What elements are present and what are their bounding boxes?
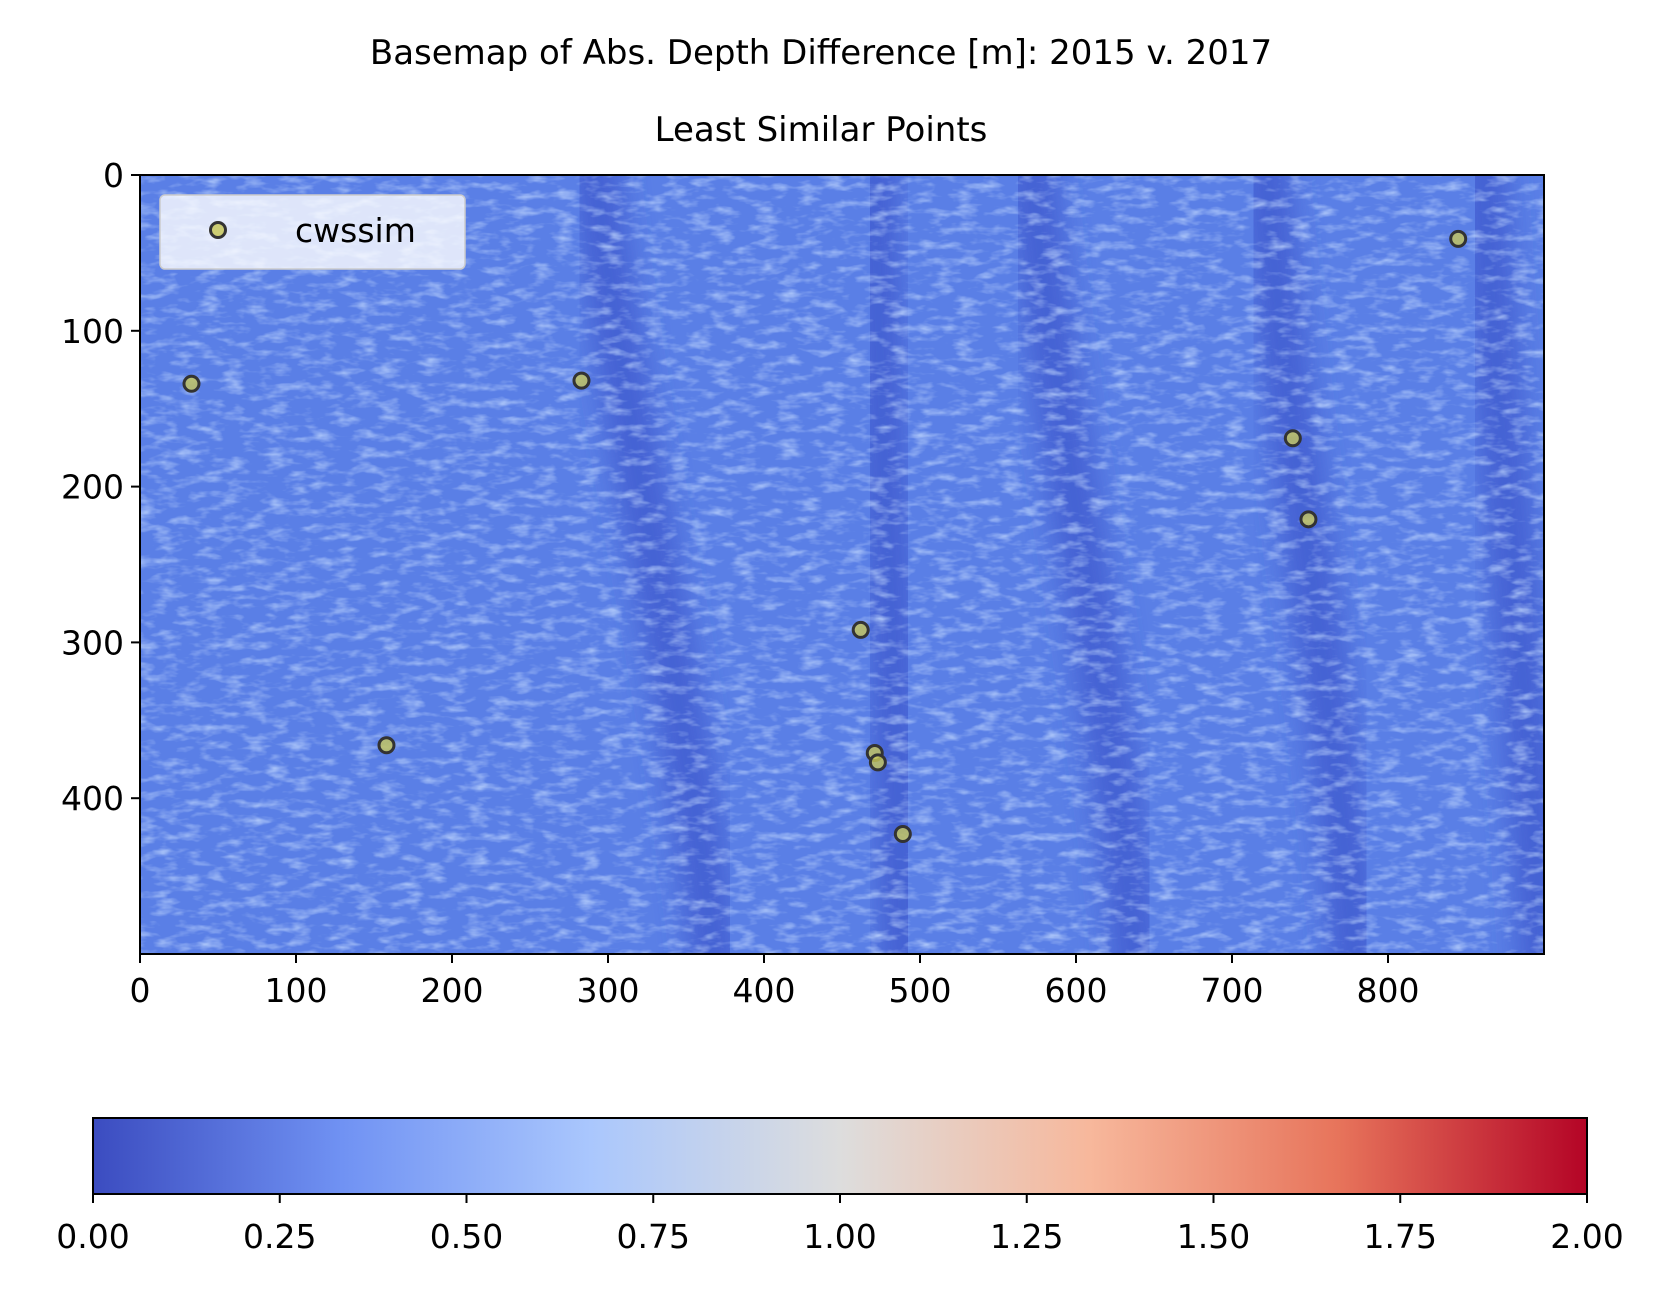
x-tick-label: 800 [1357, 971, 1420, 1010]
data-point-cwssim [851, 620, 870, 639]
colorbar-tick-label: 1.00 [803, 1217, 876, 1256]
data-point-cwssim [377, 736, 396, 755]
legend-label-cwssim: cwssim [295, 211, 416, 250]
colorbar: 0.00 0.25 0.50 0.75 1.00 1.25 1.50 1.75 2.00 [56, 1117, 1624, 1256]
data-point-cwssim [1449, 229, 1468, 248]
data-point-cwssim [572, 371, 591, 390]
colorbar-ticks: 0.00 0.25 0.50 0.75 1.00 1.25 1.50 1.75 2.00 [56, 1194, 1624, 1256]
x-tick-label: 0 [130, 971, 151, 1010]
basemap-texture [140, 175, 1544, 954]
x-tick-label: 200 [421, 971, 484, 1010]
plot-frame [139, 174, 1545, 955]
colorbar-tick-label: 0.25 [243, 1217, 316, 1256]
legend-box [159, 194, 466, 270]
data-point-cwssim [868, 753, 887, 772]
y-tick-label: 300 [61, 623, 124, 662]
y-tick-label: 0 [103, 156, 124, 195]
scatter-points [182, 229, 1468, 844]
legend: cwssim [159, 194, 466, 270]
chart-subtitle: Least Similar Points [655, 110, 988, 150]
colorbar-tick-label: 0.00 [56, 1217, 129, 1256]
colorbar-tick-label: 1.75 [1364, 1217, 1437, 1256]
data-point-cwssim [1299, 510, 1318, 529]
colorbar-tick-label: 0.75 [617, 1217, 690, 1256]
x-tick-label: 500 [889, 971, 952, 1010]
colorbar-tick-label: 2.00 [1550, 1217, 1623, 1256]
x-tick-label: 300 [577, 971, 640, 1010]
y-tick-label: 200 [61, 468, 124, 507]
y-tick-label: 400 [61, 779, 124, 818]
x-tick-label: 600 [1045, 971, 1108, 1010]
legend-marker-cwssim [209, 221, 227, 239]
y-tick-label: 100 [61, 312, 124, 351]
colorbar-tick-label: 1.50 [1177, 1217, 1250, 1256]
chart-title: Basemap of Abs. Depth Difference [m]: 20… [370, 33, 1272, 73]
data-point-cwssim [1283, 429, 1302, 448]
data-point-cwssim [182, 374, 201, 393]
y-axis: 0 100 200 300 400 [61, 156, 140, 818]
colorbar-gradient [92, 1117, 1588, 1195]
x-axis: 0 100 200 300 400 500 600 700 800 [130, 954, 1420, 1010]
data-point-cwssim [893, 825, 912, 844]
colorbar-tick-label: 1.25 [990, 1217, 1063, 1256]
x-tick-label: 100 [265, 971, 328, 1010]
colorbar-tick-label: 0.50 [430, 1217, 503, 1256]
plot-area: 0 100 200 300 400 500 600 700 800 0 100 200 300 400 [61, 156, 1545, 1010]
x-tick-label: 700 [1201, 971, 1264, 1010]
x-tick-label: 400 [733, 971, 796, 1010]
